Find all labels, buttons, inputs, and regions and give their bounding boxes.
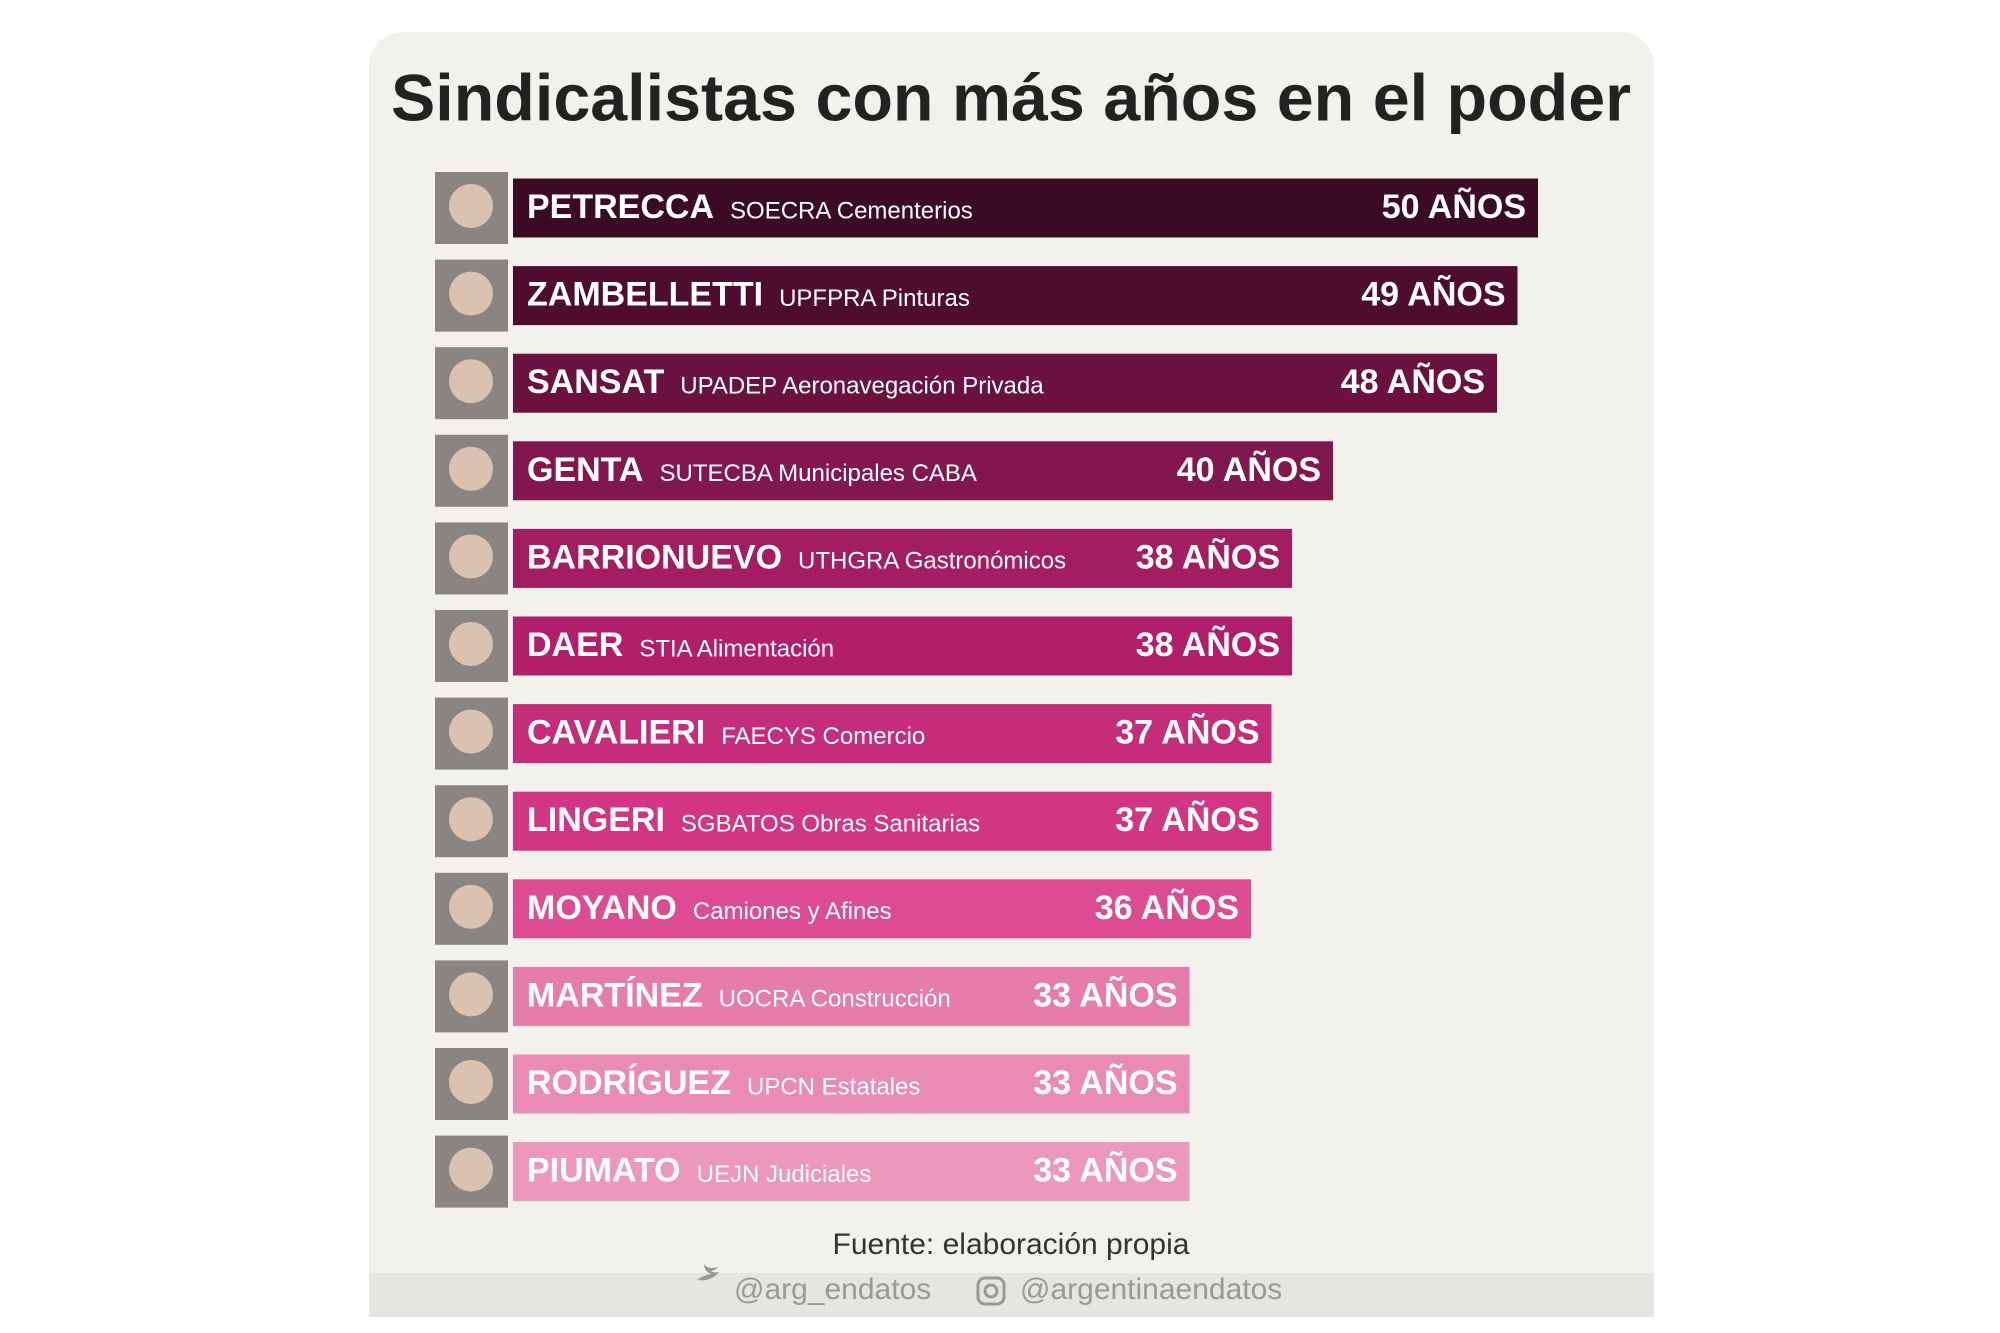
credit: @arg_endatos: [734, 1273, 931, 1306]
union-label: UEJN Judiciales: [697, 1161, 872, 1188]
union-label: SGBATOS Obras Sanitarias: [681, 811, 980, 838]
value-label: 38 AÑOS: [1136, 538, 1280, 576]
credit: @argentinaendatos: [1020, 1273, 1282, 1306]
category-label: MOYANO: [527, 889, 677, 927]
photo-face: [449, 271, 493, 316]
value-label: 36 AÑOS: [1095, 889, 1239, 927]
bar: [513, 353, 1497, 413]
category-label: PIUMATO: [527, 1152, 681, 1190]
category-label: GENTA: [527, 451, 643, 489]
union-label: UTHGRA Gastronómicos: [798, 548, 1066, 575]
bar: [513, 616, 1292, 676]
photo-face: [449, 622, 493, 666]
union-label: UOCRA Construcción: [719, 986, 951, 1013]
category-label: DAER: [527, 626, 623, 664]
value-label: 37 AÑOS: [1115, 801, 1259, 839]
union-label: UPCN Estatales: [747, 1073, 920, 1100]
photo-face: [449, 446, 493, 491]
bar: [513, 266, 1518, 326]
photo-face: [449, 884, 493, 929]
union-label: SUTECBA Municipales CABA: [659, 460, 976, 487]
category-label: BARRIONUEVO: [527, 538, 782, 576]
value-label: 50 AÑOS: [1382, 188, 1526, 226]
category-label: ZAMBELLETTI: [527, 276, 763, 314]
union-label: SOECRA Cementerios: [730, 197, 973, 224]
union-label: UPADEP Aeronavegación Privada: [680, 373, 1044, 400]
category-label: PETRECCA: [527, 188, 714, 226]
instagram-icon: [976, 1276, 1006, 1306]
category-label: LINGERI: [527, 801, 665, 839]
photo-face: [449, 534, 493, 579]
category-label: RODRÍGUEZ: [527, 1064, 731, 1102]
photo-face: [449, 359, 493, 404]
photo-face: [449, 1060, 493, 1104]
union-label: Camiones y Afines: [693, 898, 892, 925]
value-label: 33 AÑOS: [1033, 976, 1177, 1014]
source: Fuente: elaboración propia: [833, 1228, 1190, 1261]
bar: [513, 178, 1538, 238]
photo-face: [449, 972, 493, 1017]
union-label: STIA Alimentación: [639, 635, 834, 662]
bar: [513, 528, 1292, 588]
photo-face: [449, 1147, 493, 1192]
twitter-icon: [697, 1264, 719, 1281]
category-label: MARTÍNEZ: [527, 976, 703, 1014]
instagram-icon-lens: [983, 1283, 999, 1299]
bar: [513, 1054, 1190, 1114]
category-label: CAVALIERI: [527, 714, 705, 752]
value-label: 37 AÑOS: [1115, 714, 1259, 752]
bar: [513, 441, 1333, 501]
value-label: 40 AÑOS: [1177, 451, 1321, 489]
union-label: FAECYS Comercio: [721, 723, 925, 750]
photo-face: [449, 797, 493, 842]
value-label: 38 AÑOS: [1136, 626, 1280, 664]
value-label: 33 AÑOS: [1033, 1152, 1177, 1190]
footer-band: [369, 1273, 1654, 1317]
chart-title: Sindicalistas con más años en el poder: [391, 60, 1631, 134]
bar: [513, 791, 1272, 851]
bar: [513, 704, 1272, 764]
value-label: 49 AÑOS: [1361, 276, 1505, 314]
value-label: 48 AÑOS: [1341, 363, 1485, 401]
union-label: UPFPRA Pinturas: [779, 285, 970, 312]
bar: [513, 879, 1251, 939]
value-label: 33 AÑOS: [1033, 1064, 1177, 1102]
photo-face: [449, 184, 493, 228]
bar: [513, 966, 1190, 1026]
category-label: SANSAT: [527, 363, 664, 401]
photo-face: [449, 709, 493, 754]
bar: [513, 1142, 1190, 1202]
